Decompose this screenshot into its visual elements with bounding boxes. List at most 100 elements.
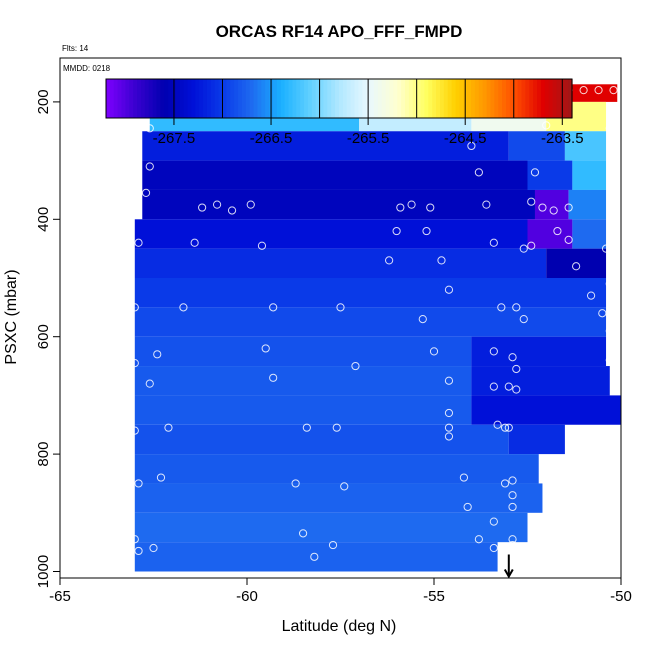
sample-point <box>508 353 517 362</box>
sample-point <box>474 168 483 177</box>
sample-point <box>508 491 517 500</box>
colorbar-segment <box>288 79 293 118</box>
colorbar-segment <box>106 79 111 118</box>
sample-point <box>508 535 517 544</box>
colorbar-segment <box>405 79 410 118</box>
sample-point <box>332 423 341 432</box>
colorbar-segment <box>339 79 344 118</box>
colorbar-segment <box>311 79 317 118</box>
colorbar-segment <box>373 79 379 118</box>
sample-point <box>134 238 143 247</box>
colorbar-segment <box>509 79 515 118</box>
sample-point <box>302 423 311 432</box>
sample-point <box>504 423 513 432</box>
colorbar-segment <box>525 79 530 118</box>
colorbar-segment <box>253 79 259 118</box>
colorbar-segment <box>393 79 398 118</box>
y-tick-label: 600 <box>35 324 52 349</box>
sample-point <box>407 200 416 209</box>
colorbar-segment <box>346 79 352 118</box>
colorbar-segment <box>552 79 558 118</box>
sample-point <box>145 124 154 133</box>
colorbar-segment <box>486 79 492 118</box>
heatmap-cell <box>142 131 509 161</box>
heatmap-cell <box>471 395 621 425</box>
sample-point <box>134 546 143 556</box>
colorbar-segment <box>148 79 154 118</box>
sample-point <box>444 423 454 432</box>
sample-point <box>310 552 319 561</box>
sample-point <box>530 168 540 177</box>
sample-point <box>261 344 270 353</box>
sample-point <box>564 235 573 244</box>
colorbar: -267.5 -266.5 -265.5 -264.5 -263.5 <box>105 78 584 147</box>
heatmap-cell <box>134 336 472 367</box>
colorbar-segment <box>292 79 297 118</box>
sample-point <box>613 385 622 394</box>
colorbar-segment <box>544 79 550 118</box>
x-tick-label: -50 <box>610 588 632 605</box>
sample-point <box>130 426 139 435</box>
sample-point <box>489 347 498 356</box>
sample-point <box>198 203 207 212</box>
heatmap-cell <box>134 483 543 513</box>
sample-point <box>605 124 614 133</box>
colorbar-segment <box>451 79 457 118</box>
colorbar-segment <box>533 79 538 118</box>
flights-annotation: Flts: 14 <box>62 44 89 53</box>
sample-point <box>396 203 405 212</box>
colorbar-segment <box>129 79 134 118</box>
sample-point <box>299 529 308 538</box>
colorbar-segment <box>164 79 169 118</box>
colorbar-segment <box>513 79 519 118</box>
colorbar-segment <box>420 79 426 118</box>
colorbar-segment <box>459 79 464 118</box>
heatmap-cell <box>527 219 573 249</box>
colorbar-segment <box>490 79 495 118</box>
sample-point <box>504 382 513 391</box>
plot-frame <box>59 57 622 579</box>
y-tick-label: 800 <box>35 442 52 467</box>
sample-point <box>613 112 622 121</box>
heatmap-cell <box>471 336 607 367</box>
colorbar-segment <box>412 79 418 118</box>
y-axis-label: PSXC (mbar) <box>3 269 20 364</box>
sample-point <box>444 376 454 385</box>
sample-point <box>500 479 510 488</box>
colorbar-segment <box>331 79 336 118</box>
sample-point <box>497 303 506 312</box>
colorbar-segment <box>389 79 394 118</box>
sample-point <box>340 482 349 491</box>
colorbar-segment <box>241 79 247 118</box>
colorbar-segment <box>432 79 437 118</box>
sample-point <box>153 350 162 359</box>
colorbar-segment <box>568 79 573 118</box>
heatmap-cell <box>572 219 607 249</box>
colorbar-segment <box>214 79 220 118</box>
sample-point <box>500 423 510 432</box>
colorbar-segment <box>133 79 138 118</box>
sample-point <box>512 385 521 394</box>
colorbar-segment <box>203 79 208 118</box>
sample-point <box>156 473 166 482</box>
colorbar-segment <box>482 79 488 118</box>
colorbar-segment <box>152 79 158 118</box>
sample-point <box>527 197 536 206</box>
sample-point <box>489 543 498 553</box>
sample-point <box>444 408 454 418</box>
colorbar-segment <box>300 79 305 118</box>
colorbar-segment <box>381 79 387 118</box>
colorbar-segment <box>222 79 227 118</box>
colorbar-segment <box>272 79 278 118</box>
sample-point <box>429 347 439 356</box>
x-tick-label: -55 <box>423 588 445 605</box>
colorbar-segment <box>206 79 212 118</box>
colorbar-segment <box>257 79 262 118</box>
colorbar-segment <box>439 79 445 118</box>
sample-point <box>594 86 603 95</box>
sample-point <box>605 279 614 288</box>
heatmap-cells <box>134 84 621 572</box>
sample-point <box>620 420 629 429</box>
sample-point <box>512 364 521 374</box>
colorbar-segment <box>315 79 321 118</box>
